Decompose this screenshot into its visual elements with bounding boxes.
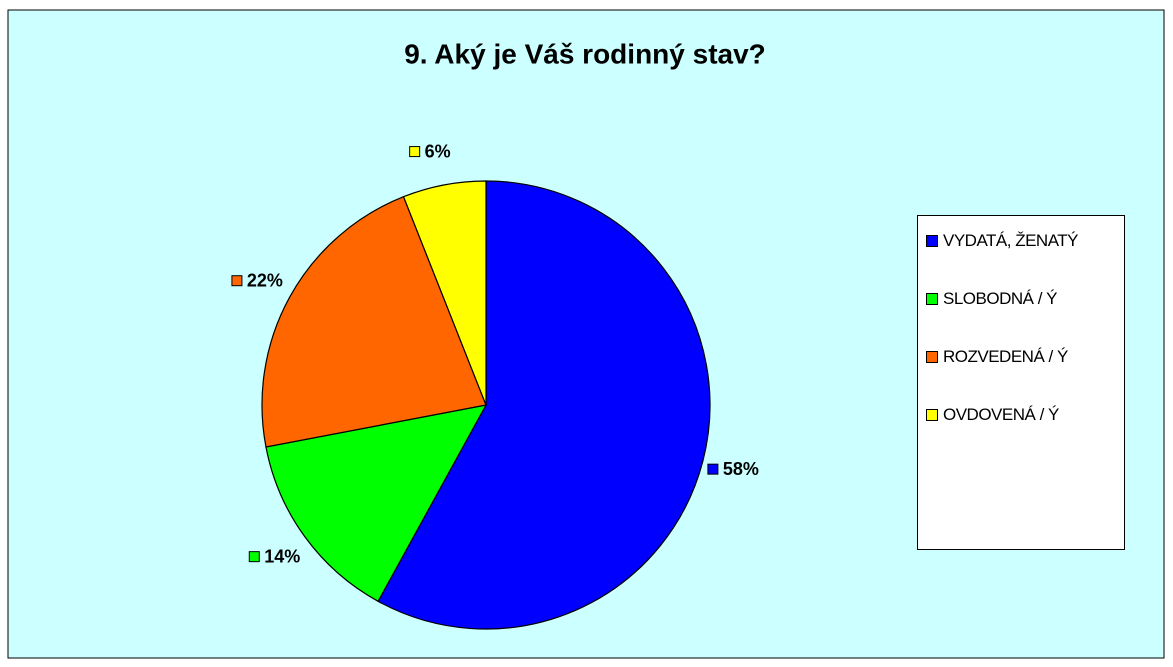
legend-label: VYDATÁ, ŽENATÝ bbox=[943, 231, 1079, 250]
legend-label: ROZVEDENÁ / Ý bbox=[943, 347, 1068, 366]
pie-slice bbox=[261, 195, 487, 448]
data-label-swatch bbox=[231, 275, 243, 287]
pie-slice bbox=[377, 180, 711, 630]
legend-swatch bbox=[926, 351, 938, 363]
legend-label: SLOBODNÁ / Ý bbox=[943, 289, 1057, 308]
legend-item: SLOBODNÁ / Ý bbox=[926, 288, 1120, 310]
legend-swatch bbox=[926, 409, 938, 421]
data-label: 22% bbox=[247, 270, 283, 290]
legend-swatch bbox=[926, 235, 938, 247]
legend-swatch bbox=[926, 293, 938, 305]
chart-title: 9. Aký je Váš rodinný stav? bbox=[404, 38, 766, 69]
data-label: 58% bbox=[723, 459, 759, 479]
pie-slice bbox=[402, 180, 487, 406]
data-label: 14% bbox=[264, 546, 300, 566]
data-label-swatch bbox=[707, 463, 719, 475]
legend-item: OVDOVENÁ / Ý bbox=[926, 404, 1120, 426]
data-label-swatch bbox=[248, 551, 260, 563]
legend: VYDATÁ, ŽENATÝ SLOBODNÁ / Ý ROZVEDENÁ / Ý O… bbox=[917, 215, 1125, 550]
legend-item: VYDATÁ, ŽENATÝ bbox=[926, 230, 1120, 252]
pie-slice bbox=[265, 404, 488, 603]
legend-label: OVDOVENÁ / Ý bbox=[943, 405, 1059, 424]
data-label: 6% bbox=[425, 141, 451, 161]
legend-item: ROZVEDENÁ / Ý bbox=[926, 346, 1120, 368]
data-label-swatch bbox=[409, 146, 421, 158]
